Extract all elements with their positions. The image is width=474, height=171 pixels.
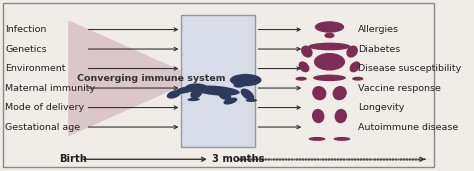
- Ellipse shape: [241, 89, 254, 100]
- Ellipse shape: [193, 86, 240, 96]
- Ellipse shape: [299, 61, 310, 72]
- Text: Maternal immunity: Maternal immunity: [5, 84, 95, 93]
- Ellipse shape: [352, 77, 364, 81]
- Ellipse shape: [234, 81, 246, 88]
- Text: Autoimmune disease: Autoimmune disease: [358, 123, 458, 131]
- Ellipse shape: [218, 90, 231, 100]
- Text: Vaccine response: Vaccine response: [358, 84, 441, 93]
- Ellipse shape: [174, 86, 196, 94]
- Ellipse shape: [309, 137, 326, 141]
- Circle shape: [315, 21, 344, 33]
- Ellipse shape: [246, 99, 257, 102]
- Ellipse shape: [324, 33, 335, 38]
- Text: 3 months: 3 months: [212, 154, 264, 164]
- Ellipse shape: [312, 109, 324, 123]
- Ellipse shape: [185, 83, 208, 92]
- Ellipse shape: [308, 43, 351, 50]
- Ellipse shape: [295, 77, 307, 81]
- Ellipse shape: [223, 97, 237, 104]
- Text: Disease susceptibility: Disease susceptibility: [358, 64, 461, 73]
- Text: Allergies: Allergies: [358, 25, 399, 34]
- Text: Gestational age: Gestational age: [5, 123, 80, 131]
- Text: Infection: Infection: [5, 25, 46, 34]
- Text: Genetics: Genetics: [5, 44, 46, 54]
- Text: Diabetes: Diabetes: [358, 44, 400, 54]
- Ellipse shape: [333, 137, 350, 141]
- Ellipse shape: [312, 86, 327, 100]
- Text: Mode of delivery: Mode of delivery: [5, 103, 84, 112]
- FancyBboxPatch shape: [3, 3, 434, 167]
- Ellipse shape: [191, 88, 202, 99]
- Ellipse shape: [313, 75, 346, 81]
- Polygon shape: [68, 20, 182, 136]
- Ellipse shape: [346, 45, 358, 58]
- Text: Longevity: Longevity: [358, 103, 404, 112]
- Ellipse shape: [335, 109, 347, 123]
- Circle shape: [230, 74, 262, 86]
- Text: Converging immune system: Converging immune system: [77, 74, 226, 83]
- Ellipse shape: [314, 53, 345, 71]
- FancyBboxPatch shape: [182, 15, 255, 147]
- Ellipse shape: [349, 61, 360, 72]
- Ellipse shape: [187, 98, 200, 101]
- Ellipse shape: [301, 45, 313, 58]
- Text: Birth: Birth: [59, 154, 87, 164]
- Ellipse shape: [333, 86, 347, 100]
- Ellipse shape: [167, 90, 181, 99]
- Text: Environment: Environment: [5, 64, 65, 73]
